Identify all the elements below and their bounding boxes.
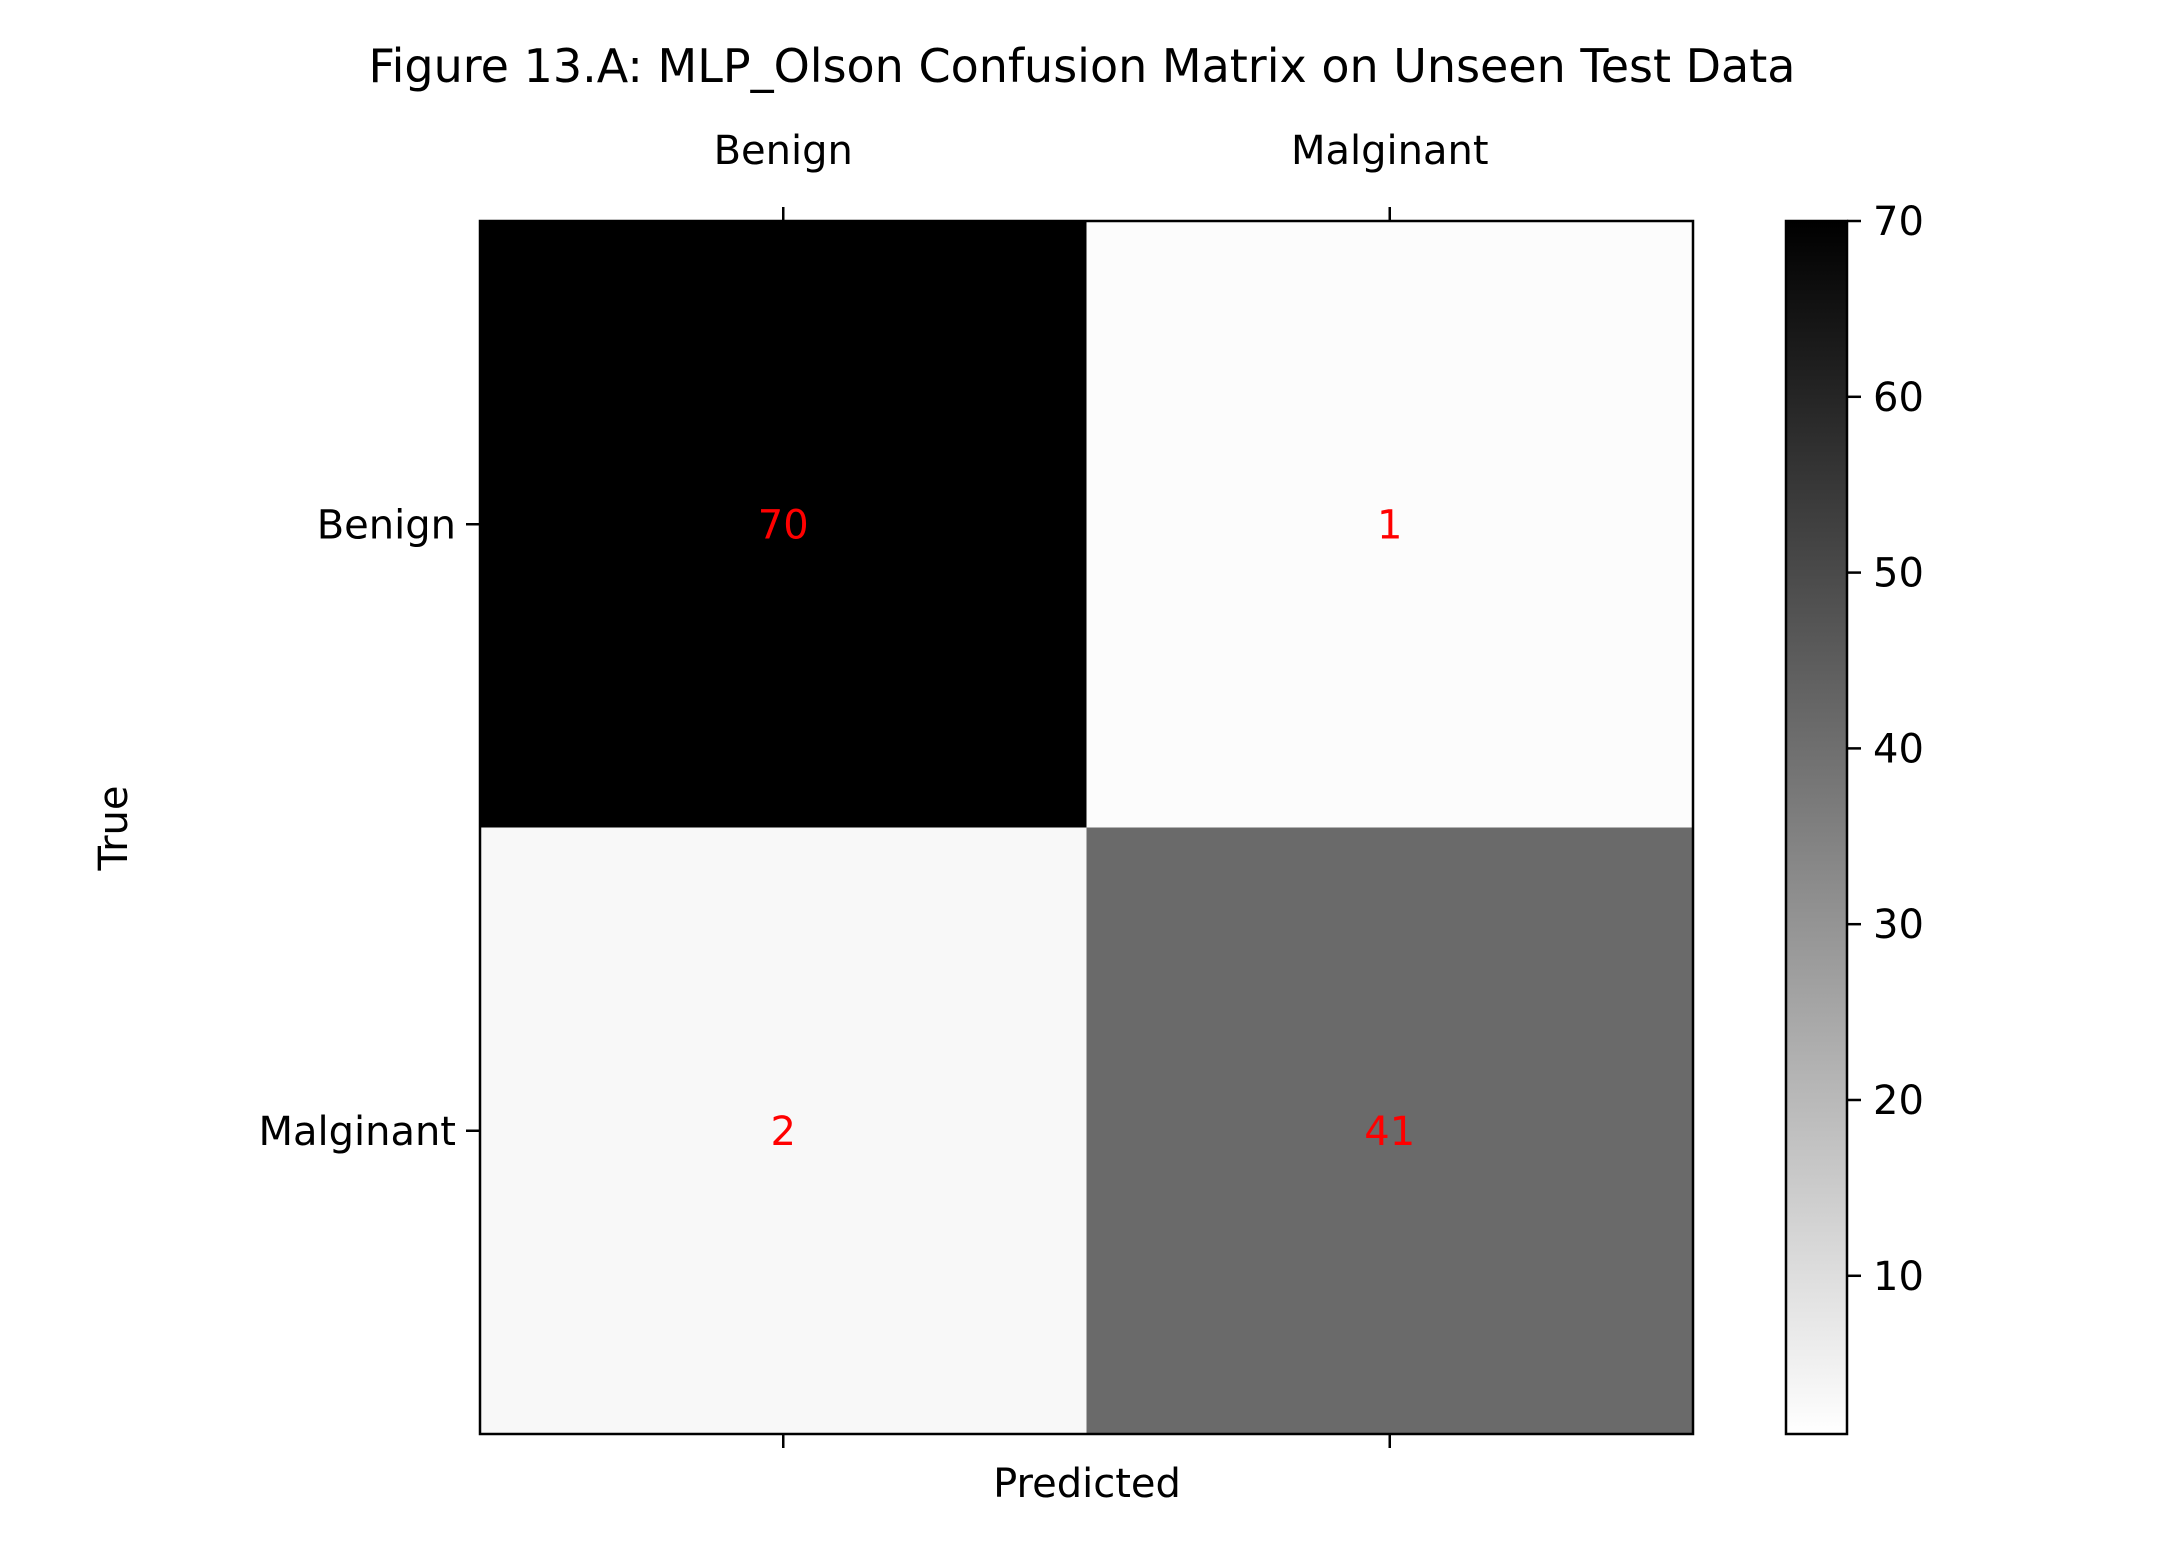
y-tick-label-1: Malginant [258, 1109, 456, 1155]
colorbar-tick-label-3: 40 [1873, 726, 1924, 772]
axis-ticks: Benign Malginant Benign Malginant [258, 128, 1489, 1448]
cell-value-r0-c1: 1 [1377, 502, 1402, 548]
colorbar-tick-label-4: 50 [1873, 551, 1924, 597]
x-tick-label-1: Malginant [1291, 128, 1489, 174]
y-tick-label-0: Benign [317, 502, 456, 548]
colorbar-tick-label-6: 70 [1873, 199, 1924, 245]
colorbar-tick-label-5: 60 [1873, 375, 1924, 421]
heatmap-cell-r0-c1 [1086, 221, 1694, 828]
cell-value-r0-c0: 70 [758, 502, 809, 548]
colorbar-tick-label-0: 10 [1873, 1254, 1924, 1300]
colorbar [1784, 219, 1849, 1436]
cell-value-r1-c0: 2 [771, 1109, 796, 1155]
x-tick-label-0: Benign [714, 128, 853, 174]
x-axis-label: Predicted [993, 1461, 1181, 1507]
colorbar-tick-label-2: 30 [1873, 902, 1924, 948]
colorbar-ticks: 10 20 30 40 50 60 70 [1847, 199, 1924, 1300]
heatmap-cells [480, 221, 1694, 1435]
chart-title: Figure 13.A: MLP_Olson Confusion Matrix … [369, 39, 1796, 93]
heatmap-cell-r1-c1 [1086, 827, 1694, 1435]
plot-frame [478, 219, 1695, 1436]
colorbar-tick-label-1: 20 [1873, 1078, 1924, 1124]
cell-value-r1-c1: 41 [1364, 1109, 1415, 1155]
heatmap-cell-r1-c0 [480, 827, 1087, 1435]
y-axis-label: True [91, 786, 137, 872]
cell-annotations: 70 1 2 41 [758, 502, 1415, 1155]
heatmap-cell-r0-c0 [480, 221, 1087, 828]
